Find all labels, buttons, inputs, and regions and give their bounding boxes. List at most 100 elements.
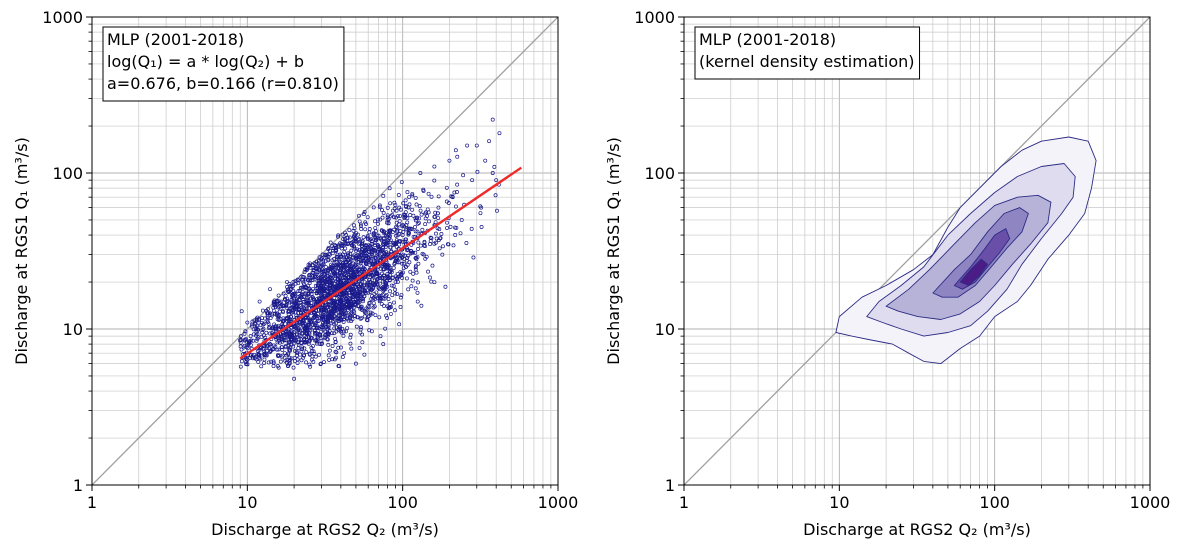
scatter-point — [292, 304, 297, 309]
scatter-point — [307, 273, 312, 278]
scatter-point — [396, 222, 401, 227]
scatter-point — [274, 347, 279, 352]
scatter-point — [495, 208, 499, 213]
scatter-point — [407, 260, 412, 265]
scatter-point — [258, 346, 263, 351]
scatter-point — [276, 338, 281, 343]
scatter-point — [436, 216, 441, 220]
scatter-point — [340, 355, 345, 359]
scatter-point — [360, 285, 365, 290]
y-tick-label: 1000 — [42, 8, 83, 27]
scatter-point — [377, 205, 382, 210]
scatter-point — [271, 326, 276, 331]
scatter-point — [344, 329, 348, 334]
scatter-point — [303, 267, 308, 272]
scatter-point — [321, 262, 326, 267]
scatter-point — [369, 237, 374, 242]
scatter-point — [353, 297, 358, 301]
scatter-point — [265, 315, 270, 320]
scatter-point — [255, 327, 260, 332]
scatter-point — [314, 338, 319, 343]
scatter-point — [371, 296, 376, 301]
x-tick-label: 10 — [829, 493, 849, 512]
scatter-point — [302, 299, 307, 304]
scatter-point — [397, 322, 402, 327]
scatter-point — [437, 246, 442, 251]
scatter-point — [452, 190, 457, 195]
scatter-point — [348, 257, 353, 262]
scatter-point — [381, 193, 386, 198]
scatter-point — [367, 272, 372, 277]
scatter-point — [302, 328, 307, 333]
scatter-point — [330, 263, 335, 268]
scatter-point — [434, 231, 438, 236]
scatter-point — [387, 263, 391, 268]
scatter-point — [286, 310, 291, 315]
scatter-point — [360, 256, 365, 261]
scatter-point — [368, 300, 373, 305]
scatter-point — [310, 322, 315, 327]
scatter-point — [394, 208, 399, 213]
scatter-point — [398, 214, 402, 218]
scatter-point — [407, 195, 412, 200]
scatter-point — [323, 259, 328, 264]
scatter-point — [326, 342, 331, 347]
scatter-point — [327, 348, 332, 353]
scatter-point — [447, 158, 452, 163]
x-axis-label: Discharge at RGS2 Q₂ (m³/s) — [211, 520, 439, 539]
scatter-point — [307, 362, 312, 367]
scatter-point — [285, 296, 290, 301]
scatter-point — [300, 277, 305, 282]
scatter-point — [368, 244, 373, 249]
scatter-point — [385, 315, 390, 320]
scatter-point — [394, 257, 399, 262]
scatter-point — [335, 299, 340, 304]
scatter-point — [461, 173, 466, 178]
scatter-point — [362, 288, 367, 293]
scatter-point — [277, 304, 282, 309]
scatter-point — [313, 338, 318, 343]
scatter-point — [396, 260, 401, 265]
scatter-point — [413, 263, 418, 268]
scatter-point — [338, 326, 342, 331]
scatter-point — [423, 211, 428, 216]
scatter-point — [388, 240, 392, 245]
scatter-point — [351, 287, 356, 292]
scatter-point — [400, 223, 405, 227]
scatter-point — [292, 376, 297, 381]
scatter-point — [381, 273, 386, 278]
scatter-point — [352, 233, 357, 238]
scatter-point — [411, 234, 416, 239]
y-axis-label: Discharge at RGS1 Q₁ (m³/s) — [604, 137, 623, 365]
scatter-point — [284, 353, 289, 358]
scatter-point — [296, 328, 301, 333]
scatter-point — [308, 319, 313, 324]
scatter-point — [383, 283, 388, 288]
scatter-point — [319, 292, 324, 297]
scatter-point — [356, 237, 361, 242]
scatter-point — [388, 201, 393, 206]
scatter-point — [378, 274, 382, 278]
scatter-point — [308, 364, 313, 369]
scatter-point — [469, 226, 474, 231]
scatter-point — [321, 310, 326, 315]
scatter-point — [294, 332, 299, 337]
scatter-point — [373, 226, 378, 230]
scatter-point — [259, 334, 264, 339]
scatter-point — [301, 353, 306, 358]
scatter-point — [333, 340, 338, 345]
scatter-point — [413, 229, 418, 234]
scatter-point — [265, 320, 270, 324]
scatter-point — [383, 326, 388, 331]
scatter-point — [306, 335, 311, 340]
scatter-point — [453, 233, 458, 237]
scatter-point — [388, 311, 393, 316]
scatter-point — [355, 247, 360, 252]
ticks: 11 10 10 100 100 1000 1000 — [634, 8, 1170, 512]
scatter-point — [283, 293, 288, 298]
scatter-point — [321, 289, 326, 294]
scatter-point — [404, 237, 409, 242]
scatter-point — [316, 262, 321, 267]
scatter-point — [376, 221, 380, 226]
scatter-point — [309, 349, 314, 354]
